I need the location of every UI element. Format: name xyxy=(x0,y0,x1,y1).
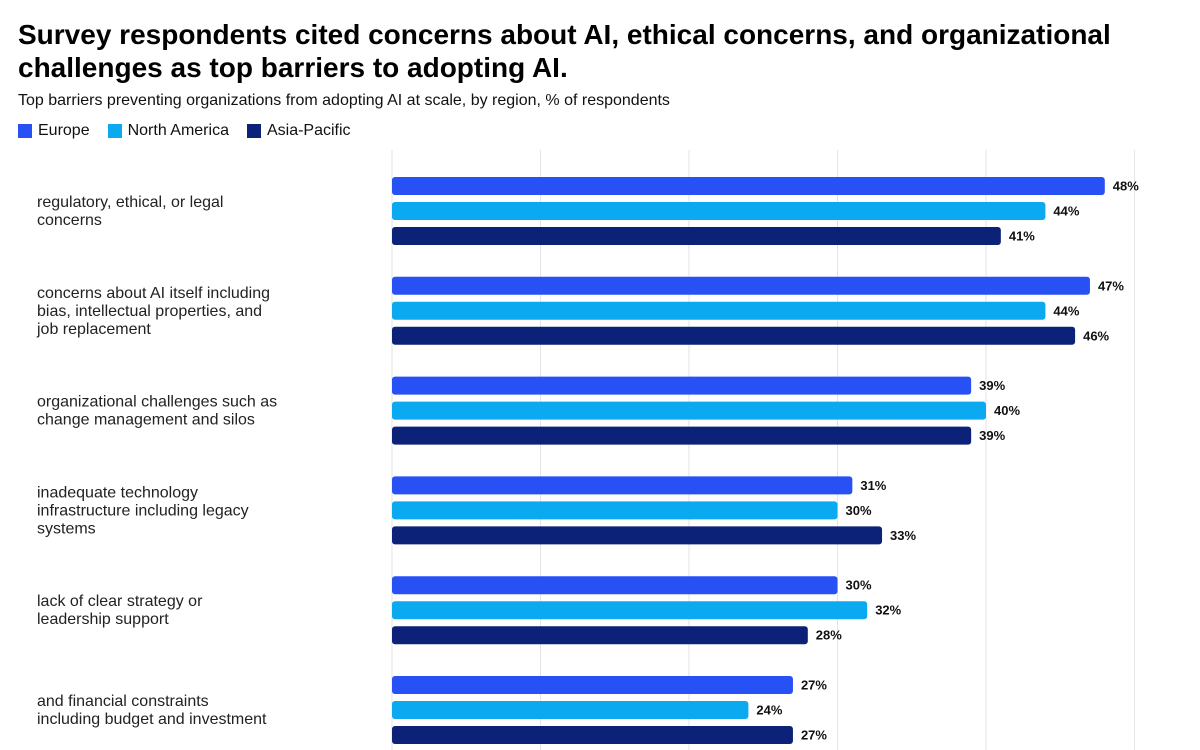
category-label-line: organizational challenges such as xyxy=(37,394,277,411)
legend-swatch-europe xyxy=(18,124,32,138)
data-label: 39% xyxy=(979,378,1005,393)
bar-chart: regulatory, ethical, or legal concerns 48%… xyxy=(36,150,1139,750)
data-label: 47% xyxy=(1098,278,1124,293)
category-label-line: lack of clear strategy or xyxy=(37,593,203,610)
data-label: 27% xyxy=(801,728,827,743)
bar-europe xyxy=(392,576,838,595)
category-label-line: bias, intellectual properties, and xyxy=(37,303,262,320)
category-label: lack of clear strategy or leadership supp… xyxy=(37,593,203,628)
bar-north-america xyxy=(392,501,838,520)
data-label: 44% xyxy=(1053,303,1079,318)
data-label: 30% xyxy=(846,578,872,593)
legend-label-asia-pacific: Asia-Pacific xyxy=(266,122,351,139)
legend-label-europe: Europe xyxy=(38,122,90,139)
bar-europe xyxy=(392,177,1105,195)
category-label-line: systems xyxy=(37,520,96,537)
legend-swatch-north-america xyxy=(107,124,122,138)
legend-item-north-america: North America xyxy=(107,122,229,140)
legend-item-europe: Europe xyxy=(18,122,90,140)
bar-north-america xyxy=(392,301,1046,320)
bar-europe xyxy=(392,476,853,495)
bar-asia-pacific xyxy=(392,326,1076,345)
category-label-line: inadequate technology xyxy=(37,484,198,501)
category-label-line: job replacement xyxy=(36,321,151,338)
legend: Europe North America Asia-Pacific xyxy=(18,122,369,140)
legend-label-north-america: North America xyxy=(127,122,229,139)
data-label: 39% xyxy=(979,428,1005,443)
bar-europe xyxy=(392,276,1090,295)
data-label: 41% xyxy=(1009,229,1035,244)
bar-north-america xyxy=(392,701,749,719)
bar-europe xyxy=(392,376,972,395)
data-label: 48% xyxy=(1113,179,1139,194)
bar-asia-pacific xyxy=(392,426,972,445)
data-label: 27% xyxy=(801,678,827,693)
category-label-line: including budget and investment xyxy=(37,711,267,728)
chart-title: Survey respondents cited concerns about … xyxy=(18,19,1111,83)
legend-swatch-asia-pacific xyxy=(246,124,261,138)
gridlines xyxy=(391,150,1135,750)
bar-asia-pacific xyxy=(392,626,808,645)
bar-north-america xyxy=(392,601,868,620)
category-label-line: infrastructure including legacy xyxy=(37,502,249,519)
bar-north-america xyxy=(392,401,986,420)
category-label: organizational challenges such as change … xyxy=(37,394,277,429)
data-label: 33% xyxy=(890,528,916,543)
category-label: concerns about AI itself including bias, … xyxy=(36,285,270,338)
category-label-line: change management and silos xyxy=(37,412,255,429)
data-label: 32% xyxy=(875,603,901,618)
data-label: 28% xyxy=(816,628,842,643)
bar-asia-pacific xyxy=(392,526,883,545)
bar-north-america xyxy=(392,202,1046,220)
bar-asia-pacific xyxy=(392,227,1001,245)
data-label: 31% xyxy=(860,478,886,493)
category-label: regulatory, ethical, or legal concerns xyxy=(37,194,223,229)
bar-asia-pacific xyxy=(392,726,793,744)
data-label: 30% xyxy=(846,503,872,518)
data-label: 24% xyxy=(756,703,782,718)
category-label-line: leadership support xyxy=(37,611,169,628)
category-label-line: concerns about AI itself including xyxy=(37,285,270,302)
chart-subtitle: Top barriers preventing organizations fr… xyxy=(18,92,670,109)
category-label: inadequate technology infrastructure incl… xyxy=(37,484,249,537)
data-label: 44% xyxy=(1053,204,1079,219)
category-label-line: regulatory, ethical, or legal xyxy=(37,194,223,211)
legend-item-asia-pacific: Asia-Pacific xyxy=(246,122,351,140)
bar-europe xyxy=(392,676,793,694)
data-label: 46% xyxy=(1083,328,1109,343)
category-label-line: concerns xyxy=(37,212,102,229)
data-label: 40% xyxy=(994,403,1020,418)
category-label: and financial constraints including budge… xyxy=(37,693,267,728)
category-label-line: and financial constraints xyxy=(37,693,209,710)
